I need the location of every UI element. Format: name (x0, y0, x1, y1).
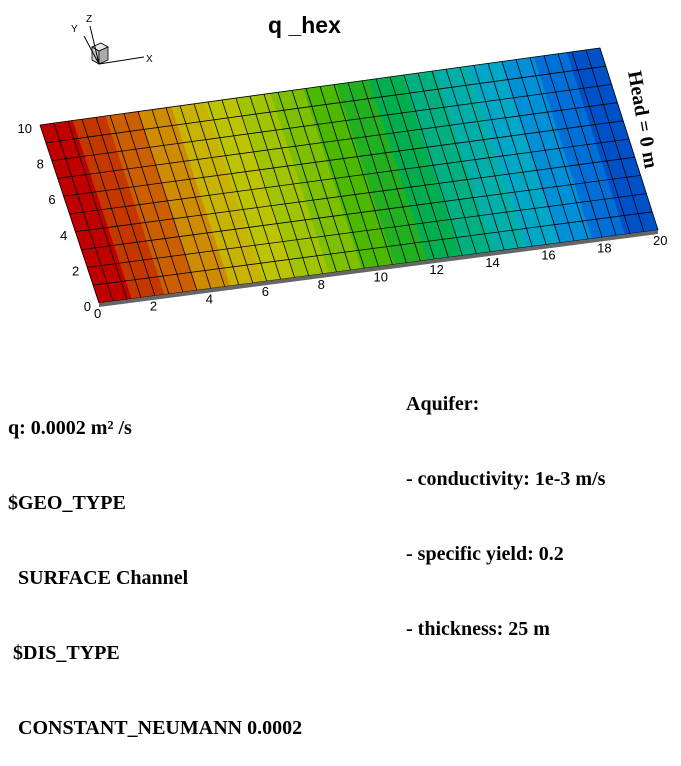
mesh-line (81, 175, 641, 250)
x-tick-label: 16 (541, 248, 555, 263)
plot-title: q _hex (268, 12, 341, 38)
text-line: q: 0.0002 m² /s (8, 417, 132, 439)
text-line: - conductivity: 1e-3 m/s (406, 468, 606, 490)
text-line: - thickness: 25 m (406, 618, 550, 640)
mesh-line (39, 47, 601, 126)
y-tick-label: 8 (37, 157, 44, 172)
mesh-grid (39, 47, 659, 307)
y-tick-label: 2 (72, 263, 79, 278)
triad-z-label: Z (86, 14, 92, 25)
x-tick-label: 2 (150, 299, 157, 314)
x-tick-label: 6 (262, 284, 269, 299)
y-tick-label: 4 (60, 228, 67, 243)
text-line: CONSTANT_NEUMANN 0.0002 (8, 717, 303, 739)
x-tick-label: 8 (318, 277, 325, 292)
mesh-line (87, 193, 647, 268)
mesh-line (69, 138, 630, 215)
x-tick-label: 18 (597, 240, 611, 255)
aquifer-parameters: Aquifer: - conductivity: 1e-3 m/s - spec… (406, 342, 605, 667)
y-tick-label: 6 (48, 192, 55, 207)
mesh-line (45, 65, 606, 144)
y-tick-label: 0 (84, 299, 91, 314)
triad-y-label: Y (71, 24, 78, 35)
text-line: - specific yield: 0.2 (406, 543, 564, 565)
x-tick-label: 12 (429, 262, 443, 277)
triad-x-axis (98, 56, 145, 65)
mesh-line (51, 84, 612, 161)
x-tick-label: 10 (374, 270, 388, 285)
triad-y-axis (83, 35, 100, 65)
x-tick-label: 4 (206, 291, 213, 306)
triad-x-label: X (146, 54, 153, 65)
mesh-line (63, 120, 624, 197)
text-line: SURFACE Channel (8, 567, 189, 589)
axis-triad: X Y Z (71, 14, 153, 65)
mesh-line (93, 211, 653, 286)
mesh-edge (99, 230, 658, 307)
x-tick-label: 0 (94, 306, 101, 321)
x-tick-label: 14 (485, 255, 499, 270)
y-tick-label: 10 (18, 121, 32, 136)
text-line: Aquifer: (406, 393, 480, 415)
axis-ticks: 0 2 4 6 8 10 12 14 16 18 20 0 2 4 6 8 10 (18, 121, 668, 321)
triad-z-axis (89, 25, 100, 65)
x-tick-label: 20 (653, 233, 667, 248)
text-line: $GEO_TYPE (8, 492, 126, 514)
flux-parameters: q: 0.0002 m² /s $GEO_TYPE SURFACE Channe… (8, 366, 302, 766)
mesh-line (57, 102, 618, 179)
text-line: $DIS_TYPE (8, 642, 120, 664)
mesh-line (75, 156, 635, 233)
